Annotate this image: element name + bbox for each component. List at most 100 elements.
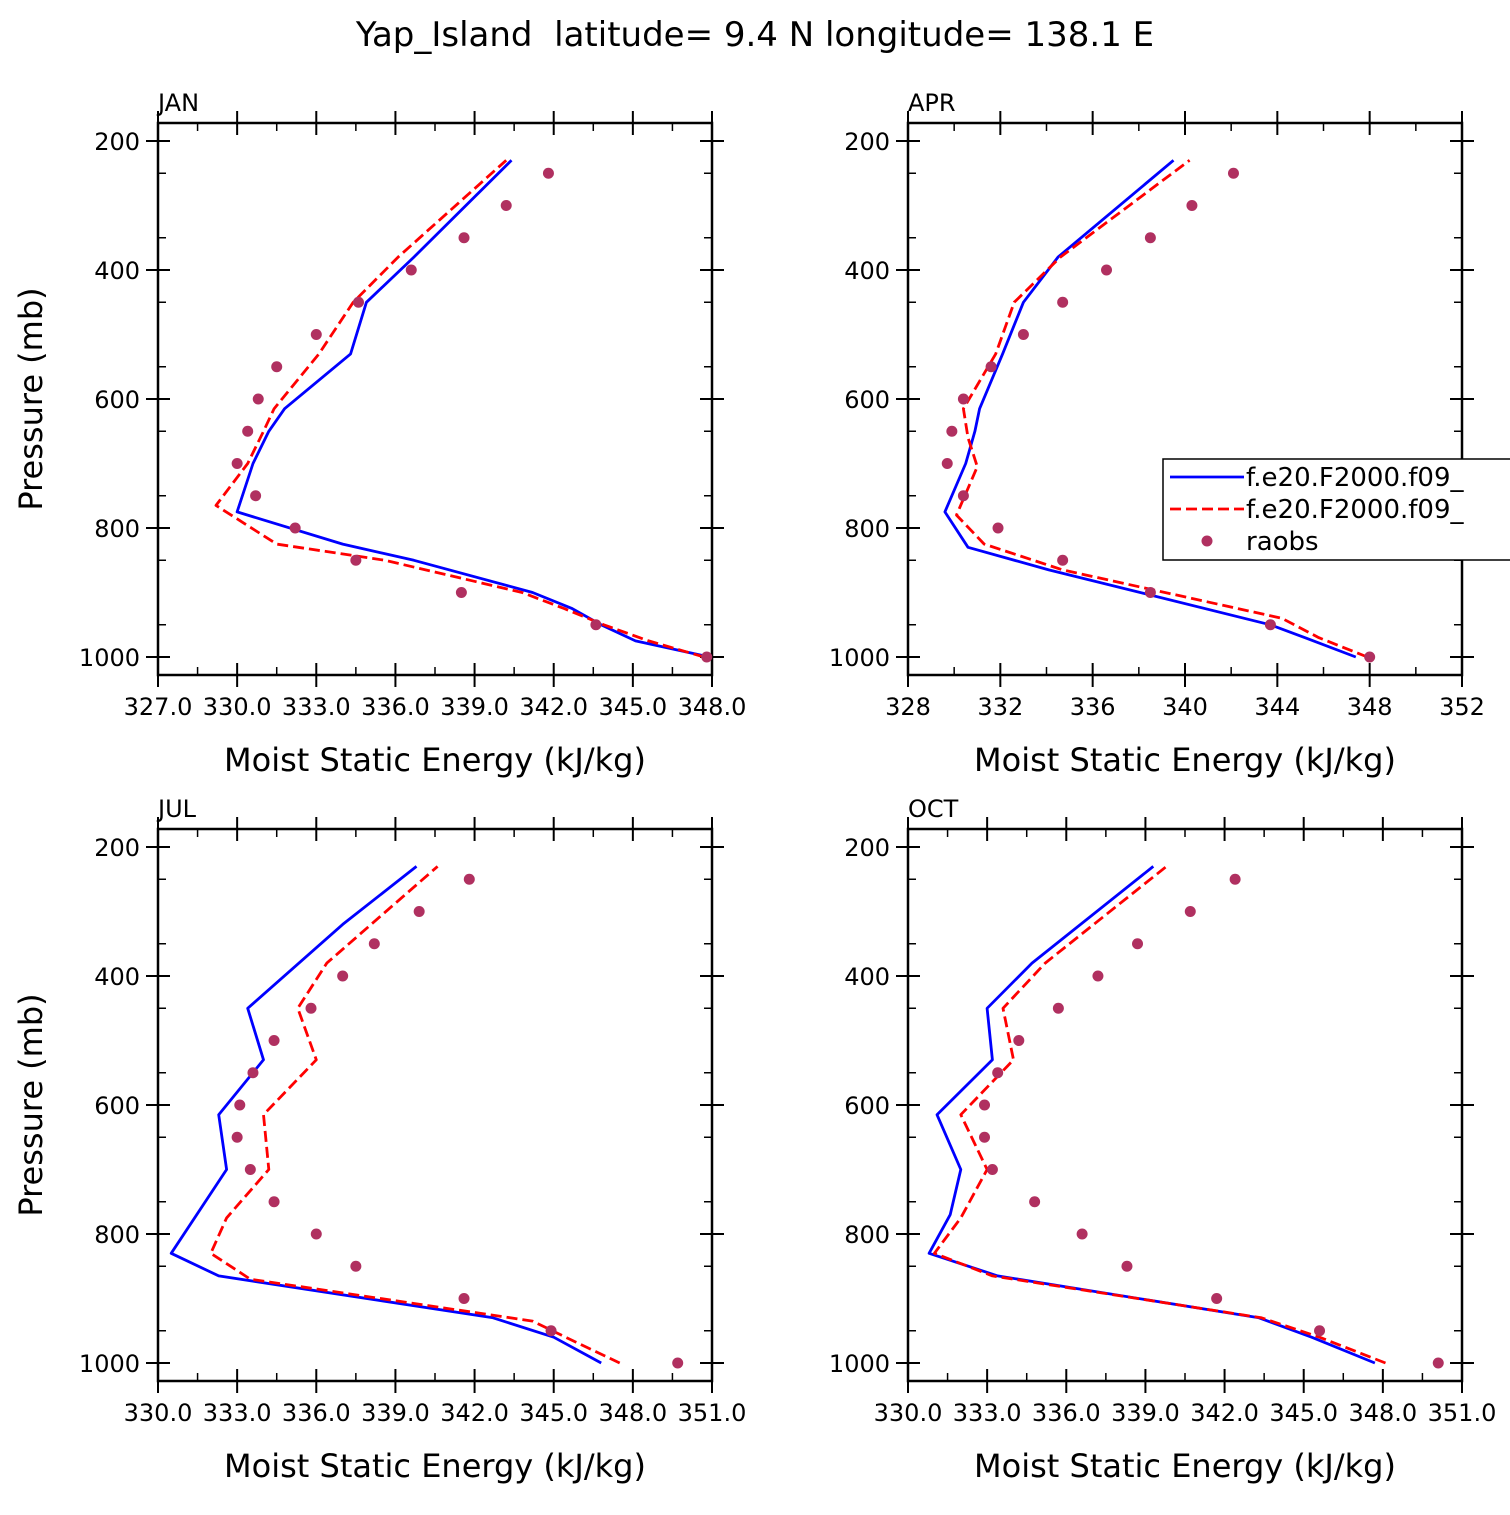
x-tick-label: 342.0 xyxy=(519,693,588,721)
raobs-point xyxy=(1264,619,1276,631)
x-tick-label: 328 xyxy=(885,693,931,721)
y-tick-label: 1000 xyxy=(829,644,890,672)
raobs-point xyxy=(1132,938,1144,950)
x-tick-label: 333.0 xyxy=(203,1399,272,1427)
x-axis-label: Moist Static Energy (kJ/kg) xyxy=(224,741,646,779)
raobs-point xyxy=(986,1164,998,1175)
x-tick-label: 348 xyxy=(1347,693,1393,721)
raobs-point xyxy=(247,1067,259,1079)
panel-title: OCT xyxy=(908,795,959,823)
raobs-point xyxy=(1184,906,1196,917)
raobs-point xyxy=(985,361,997,373)
raobs-point xyxy=(992,522,1004,534)
x-tick-label: 339.0 xyxy=(1111,1399,1180,1427)
raobs-point xyxy=(350,1260,362,1272)
x-tick-label: 351.0 xyxy=(678,1399,747,1427)
raobs-point xyxy=(1029,1196,1041,1208)
x-tick-label: 333.0 xyxy=(953,1399,1022,1427)
raobs-point xyxy=(1314,1325,1326,1337)
raobs-point xyxy=(252,393,264,405)
raobs-point xyxy=(957,393,969,405)
x-tick-label: 348.0 xyxy=(1348,1399,1417,1427)
model-2-line xyxy=(955,159,1368,659)
x-tick-label: 352 xyxy=(1439,693,1485,721)
model-2-line xyxy=(214,159,705,659)
raobs-point xyxy=(1052,1002,1064,1014)
y-tick-label: 1000 xyxy=(829,1350,890,1378)
raobs-point xyxy=(1101,264,1113,276)
legend-label: raobs xyxy=(1246,527,1319,557)
y-tick-label: 200 xyxy=(844,834,890,862)
x-tick-label: 340 xyxy=(1162,693,1208,721)
x-tick-label: 344 xyxy=(1254,693,1300,721)
y-tick-label: 200 xyxy=(844,128,890,156)
y-tick-label: 600 xyxy=(844,386,890,414)
raobs-point xyxy=(413,906,425,917)
x-tick-label: 336.0 xyxy=(361,693,430,721)
raobs-point xyxy=(458,232,470,244)
x-tick-label: 330.0 xyxy=(203,693,272,721)
x-tick-label: 336.0 xyxy=(1032,1399,1101,1427)
raobs-point xyxy=(1144,232,1156,244)
raobs-point xyxy=(590,619,602,631)
y-axis-label: Pressure (mb) xyxy=(12,993,50,1216)
x-tick-label: 342.0 xyxy=(440,1399,509,1427)
y-tick-label: 800 xyxy=(94,515,140,543)
raobs-point xyxy=(979,1131,991,1143)
panel-title: APR xyxy=(908,89,956,117)
x-tick-label: 342.0 xyxy=(1190,1399,1259,1427)
y-tick-label: 800 xyxy=(844,515,890,543)
y-tick-label: 600 xyxy=(844,1092,890,1120)
x-tick-label: 332 xyxy=(977,693,1023,721)
y-tick-label: 200 xyxy=(94,834,140,862)
raobs-point xyxy=(352,296,364,308)
model-1-line xyxy=(169,865,602,1365)
legend: f.e20.F2000.f09_f.e20.F2000.f09_raobs xyxy=(1162,458,1510,561)
x-tick-label: 330.0 xyxy=(874,1399,943,1427)
raobs-point xyxy=(1144,587,1156,598)
raobs-point xyxy=(957,490,969,502)
y-tick-label: 400 xyxy=(844,963,890,991)
raobs-point xyxy=(242,425,254,437)
raobs-point xyxy=(1057,296,1069,308)
y-tick-label: 600 xyxy=(94,386,140,414)
raobs-point xyxy=(672,1357,684,1369)
y-tick-label: 400 xyxy=(94,257,140,285)
y-axis-label: Pressure (mb) xyxy=(12,287,50,510)
y-tick-label: 1000 xyxy=(79,644,140,672)
raobs-point xyxy=(1364,651,1376,663)
raobs-point xyxy=(268,1196,280,1208)
chart-panel-jan: JAN 200 400 600 800 1000 327.0 330.0 333.0 336.0 3… xyxy=(12,89,746,779)
raobs-point xyxy=(458,1293,470,1304)
raobs-point xyxy=(1121,1260,1133,1272)
raobs-point xyxy=(1057,554,1069,566)
x-tick-label: 348.0 xyxy=(678,693,747,721)
y-tick-label: 400 xyxy=(844,257,890,285)
x-tick-label: 336.0 xyxy=(282,1399,351,1427)
raobs-point xyxy=(545,1325,557,1337)
x-tick-label: 339.0 xyxy=(361,1399,430,1427)
panel-title: JUL xyxy=(156,795,197,823)
raobs-point xyxy=(946,425,958,437)
y-tick-label: 1000 xyxy=(79,1350,140,1378)
raobs-point xyxy=(1432,1357,1444,1369)
raobs-point xyxy=(1017,329,1029,340)
y-tick-label: 200 xyxy=(94,128,140,156)
raobs-point xyxy=(250,490,262,502)
x-tick-label: 327.0 xyxy=(124,693,193,721)
raobs-point xyxy=(289,522,301,534)
raobs-point xyxy=(231,458,243,469)
x-tick-label: 345.0 xyxy=(519,1399,588,1427)
x-tick-label: 345.0 xyxy=(598,693,667,721)
x-tick-label: 348.0 xyxy=(598,1399,667,1427)
x-tick-label: 345.0 xyxy=(1269,1399,1338,1427)
raobs-point xyxy=(405,264,417,276)
chart-panel-jul: JUL 200 400 600 800 1000 330.0 333.0 336.0 339.0 3… xyxy=(12,795,746,1485)
raobs-point xyxy=(992,1067,1004,1079)
raobs-point xyxy=(1092,970,1104,982)
raobs-point xyxy=(1076,1228,1088,1240)
legend-label: f.e20.F2000.f09_ xyxy=(1246,495,1464,525)
raobs-point xyxy=(337,970,349,982)
x-tick-label: 333.0 xyxy=(282,693,351,721)
x-tick-label: 339.0 xyxy=(440,693,509,721)
